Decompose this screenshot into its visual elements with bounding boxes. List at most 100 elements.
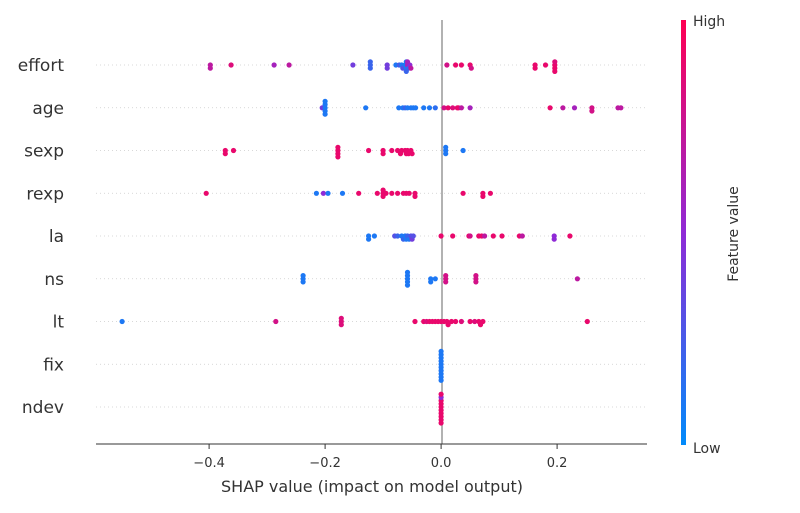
shap-point-ndev: [438, 391, 444, 397]
shap-point-age: [432, 105, 438, 111]
shap-point-effort: [228, 62, 234, 68]
shap-point-age: [396, 105, 402, 111]
shap-point-effort: [552, 59, 558, 65]
shap-point-effort: [552, 68, 558, 74]
shap-point-rexp: [389, 190, 395, 196]
shap-point-lt: [445, 322, 451, 328]
shap-points: [119, 59, 624, 426]
shap-point-la: [499, 233, 505, 239]
shap-point-sexp: [460, 147, 466, 154]
shap-point-lt: [472, 318, 478, 325]
shap-point-age: [426, 105, 433, 111]
shap-point-effort: [403, 68, 409, 74]
shap-point-lt: [338, 322, 344, 328]
shap-point-la: [371, 233, 377, 239]
shap-point-la: [366, 236, 372, 242]
shap-point-la: [450, 233, 456, 239]
shap-point-rexp: [325, 190, 331, 196]
shap-point-rexp: [406, 190, 412, 196]
colorbar-high-label: High: [693, 14, 725, 30]
shap-point-age: [322, 111, 328, 117]
shap-point-effort: [286, 62, 292, 68]
shap-point-la: [490, 233, 496, 239]
shap-point-effort: [468, 65, 474, 71]
feature-label-sexp: sexp: [24, 142, 64, 162]
feature-label-ns: ns: [44, 270, 64, 290]
shap-point-age: [363, 105, 369, 111]
shap-point-effort: [542, 62, 549, 68]
feature-label-lt: lt: [53, 313, 65, 333]
shap-point-sexp: [380, 151, 386, 157]
shap-point-age: [445, 105, 451, 111]
shap-point-rexp: [339, 190, 346, 196]
shap-point-effort: [408, 65, 414, 71]
shap-point-sexp: [443, 151, 449, 157]
shap-point-age: [467, 105, 473, 111]
shap-point-sexp: [443, 144, 449, 150]
shap-point-effort: [207, 65, 213, 71]
shap-point-ns: [404, 269, 411, 275]
shap-point-lt: [480, 318, 486, 325]
shap-point-effort: [453, 62, 459, 68]
shap-point-rexp: [356, 190, 362, 196]
shap-point-lt: [458, 318, 464, 325]
shap-point-la: [438, 233, 444, 239]
shap-point-rexp: [374, 190, 380, 196]
shap-point-age: [589, 108, 595, 114]
feature-rows: effort age sexp rexp la ns lt fix ndev: [18, 56, 647, 418]
shap-point-la: [519, 233, 525, 239]
shap-point-effort: [384, 65, 390, 71]
feature-label-age: age: [32, 99, 64, 119]
shap-point-effort: [367, 59, 373, 65]
shap-point-effort: [367, 65, 373, 71]
shap-point-age: [322, 98, 328, 104]
shap-point-lt: [467, 318, 473, 325]
colorbar: [681, 20, 686, 445]
shap-point-rexp: [203, 190, 209, 196]
shap-point-la: [467, 233, 473, 239]
shap-point-rexp: [395, 190, 401, 196]
shap-point-ns: [574, 276, 581, 282]
shap-point-la: [482, 233, 488, 239]
shap-point-effort: [404, 59, 411, 65]
x-axis-label: SHAP value (impact on model output): [221, 477, 523, 496]
colorbar-low-label: Low: [693, 441, 721, 457]
shap-point-sexp: [409, 151, 415, 157]
shap-point-effort: [444, 62, 450, 68]
shap-point-age: [441, 105, 447, 111]
shap-point-effort: [271, 62, 277, 68]
shap-point-lt: [453, 318, 459, 325]
shap-point-sexp: [335, 154, 341, 160]
shap-point-lt: [338, 315, 344, 321]
shap-point-rexp: [320, 190, 326, 196]
shap-point-ns: [300, 273, 306, 279]
shap-point-lt: [119, 318, 125, 325]
x-tick-label: 0.0: [431, 456, 452, 471]
shap-point-age: [458, 105, 464, 111]
shap-point-la: [410, 233, 416, 239]
feature-label-ndev: ndev: [22, 398, 64, 418]
shap-point-age: [450, 105, 456, 111]
shap-point-sexp: [230, 147, 237, 154]
shap-point-rexp: [480, 193, 486, 199]
shap-point-effort: [350, 62, 356, 68]
shap-point-fix: [438, 377, 444, 383]
x-tick-label: 0.2: [547, 456, 568, 471]
shap-point-sexp: [222, 151, 228, 157]
shap-point-rexp: [412, 193, 418, 199]
shap-point-ns: [443, 279, 449, 285]
shap-point-ns: [443, 273, 449, 279]
feature-label-fix: fix: [43, 355, 64, 375]
shap-point-effort: [458, 62, 464, 68]
feature-label-effort: effort: [18, 56, 65, 76]
shap-point-ns: [300, 279, 306, 285]
shap-point-sexp: [397, 151, 404, 157]
shap-point-age: [618, 105, 624, 111]
shap-point-lt: [412, 318, 418, 325]
shap-point-age: [547, 105, 553, 111]
shap-point-ns: [432, 276, 438, 282]
shap-point-rexp: [313, 190, 319, 196]
shap-point-rexp: [383, 190, 389, 196]
shap-point-fix: [438, 348, 444, 354]
